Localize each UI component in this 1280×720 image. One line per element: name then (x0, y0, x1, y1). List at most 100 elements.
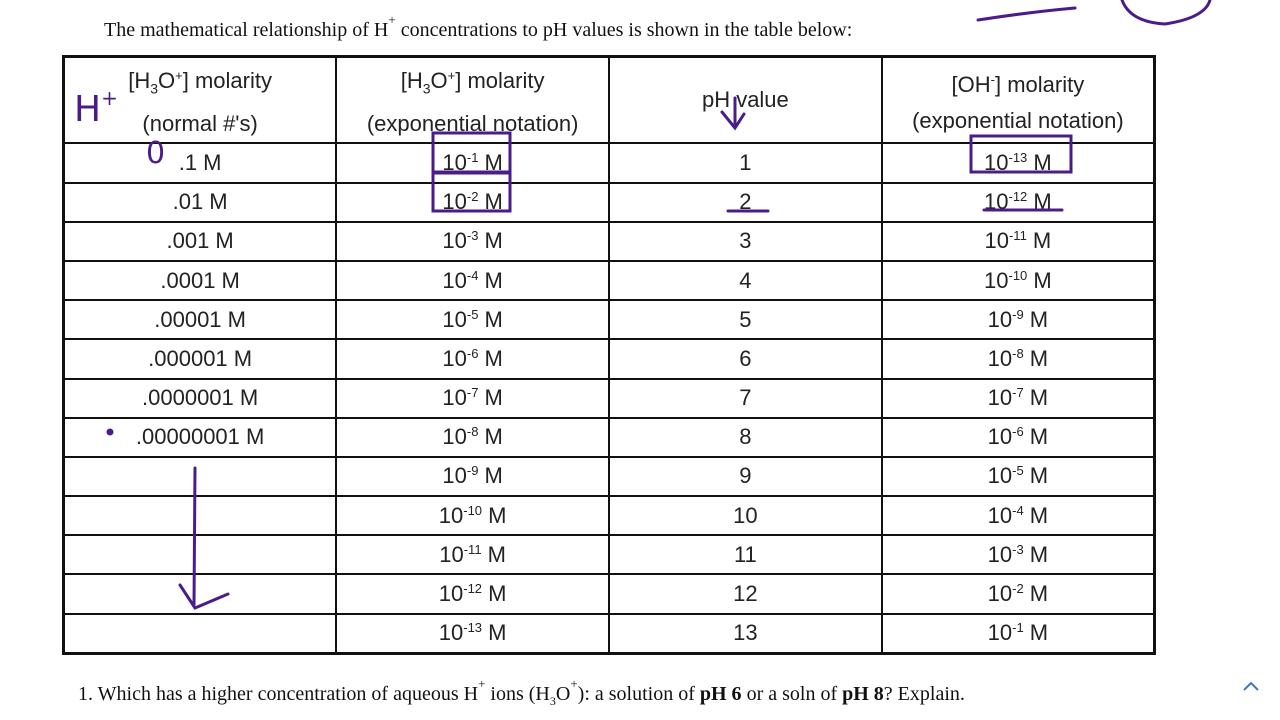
table-cell: 10-4 M (880, 495, 1156, 537)
table-cell: 3 (608, 220, 883, 262)
table-cell: 10-13 M (880, 142, 1156, 184)
table-cell: .000001 M (62, 338, 338, 380)
text-segment: M (1023, 502, 1049, 528)
text-segment: O (555, 683, 571, 705)
table-cell: 11 (608, 534, 883, 576)
text-segment: ] molarity (455, 68, 545, 93)
text-segment: -3 (1012, 541, 1024, 557)
text-segment: -2 (466, 189, 479, 205)
text-segment: + (175, 68, 183, 83)
text-segment: 10 (984, 267, 1009, 293)
text-segment: 10 (984, 189, 1009, 215)
text-segment: -2 (1012, 581, 1024, 597)
table-cell: .0000001 M (62, 377, 338, 419)
table-cell (62, 495, 338, 537)
text-segment: M (478, 424, 503, 450)
table-cell: 10-2 M (880, 573, 1156, 615)
text-segment: 10 (987, 424, 1013, 450)
question: 1. Which has a higher concentration of a… (78, 676, 965, 709)
header-line: [H3O+] molarity (65, 58, 335, 106)
text-segment: 10 (987, 306, 1013, 332)
scribble (1120, 0, 1212, 26)
text-segment: M (1027, 267, 1052, 293)
text-segment: -1 (466, 149, 479, 165)
table-cell: 10-10 M (335, 495, 610, 537)
text-segment: 10 (987, 541, 1013, 567)
header-line: (exponential notation) (337, 106, 608, 142)
column-header: [OH-] molarity (exponential notation) (880, 55, 1156, 145)
text-segment: (exponential notation) (366, 111, 579, 137)
text-segment: M (1023, 620, 1049, 646)
text-segment: -6 (466, 345, 479, 361)
text-segment: 10 (442, 345, 467, 371)
table-cell: 6 (608, 338, 883, 380)
table-cell: 10 (608, 495, 883, 537)
table-cell: 10-8 M (335, 416, 610, 458)
table-cell: 2 (608, 181, 883, 223)
text-segment: M (478, 385, 503, 411)
table-cell: 10-9 M (335, 455, 610, 498)
handwritten-ion: H+ (74, 86, 118, 130)
text-segment: 10 (984, 228, 1009, 254)
text-segment: M (482, 502, 507, 528)
title: The mathematical relationship of H+ conc… (104, 12, 852, 42)
table-cell: 10-5 M (335, 299, 610, 341)
table-cell: 5 (608, 299, 883, 341)
text-segment: -10 (463, 502, 483, 518)
table-cell: 10-3 M (335, 220, 610, 262)
table-cell: .1 M (62, 142, 338, 184)
text-segment: 10 (442, 306, 467, 332)
text-segment: 10 (987, 581, 1013, 607)
text-segment: -4 (466, 267, 479, 283)
column-header: pH value (608, 55, 883, 145)
text-segment: -13 (1008, 149, 1028, 165)
text-segment: -10 (1008, 267, 1028, 283)
handwritten-zero: 0 (146, 136, 166, 171)
text-segment: -13 (463, 620, 483, 636)
text-segment: O (158, 68, 176, 93)
table-cell: .00000001 M (62, 416, 338, 458)
text-segment: 1. Which has a higher concentration of a… (78, 683, 479, 705)
text-segment: M (482, 581, 507, 607)
table-cell (62, 612, 338, 655)
text-segment: 3 (422, 80, 431, 97)
text-segment: (exponential notation) (912, 107, 1124, 133)
table-row: .1 M 10-1 M 1 10-13 M (62, 142, 1156, 184)
text-segment: -6 (1012, 424, 1024, 440)
text-segment: 3 (150, 80, 159, 97)
text-segment: ? Explain. (883, 683, 965, 705)
table-row: 10-12 M 12 10-2 M (62, 573, 1156, 615)
text-segment: -9 (1012, 306, 1024, 322)
table-cell: 10-6 M (880, 416, 1156, 458)
table-cell: 10-2 M (335, 181, 610, 223)
text-segment: -5 (466, 306, 479, 322)
text-segment: 10 (987, 385, 1013, 411)
scribble (976, 6, 1077, 22)
scroll-up-icon[interactable] (1243, 681, 1259, 691)
text-segment: -9 (466, 463, 479, 479)
text-segment: M (1023, 306, 1049, 332)
table-row: .01 M 10-2 M 2 10-12 M (62, 181, 1156, 223)
text-segment: 10 (438, 620, 464, 646)
table-cell: 10-7 M (880, 377, 1156, 419)
table-cell: 13 (608, 612, 883, 655)
table-cell: 10-10 M (880, 259, 1156, 302)
text-segment: 10 (984, 149, 1009, 175)
text-segment: M (482, 620, 507, 646)
table-cell: 10-5 M (880, 455, 1156, 498)
table-cell: 10-11 M (335, 534, 610, 576)
table-row: .00000001 M 10-8 M 8 10-6 M (62, 416, 1156, 458)
table-cell: 1 (608, 142, 883, 184)
text-segment: ] molarity (182, 68, 272, 93)
text-segment: 10 (442, 267, 467, 293)
text-segment: + (570, 676, 578, 691)
header-line: (normal #'s) (65, 106, 335, 142)
text-segment: M (1026, 228, 1052, 254)
text-segment: M (1023, 424, 1049, 450)
text-segment: M (478, 463, 503, 489)
table-cell: 10-13 M (335, 612, 610, 655)
header-line: (exponential notation) (883, 103, 1153, 139)
table-cell (62, 455, 338, 498)
text-segment: [OH (951, 71, 991, 97)
table-cell: 10-11 M (880, 220, 1156, 262)
